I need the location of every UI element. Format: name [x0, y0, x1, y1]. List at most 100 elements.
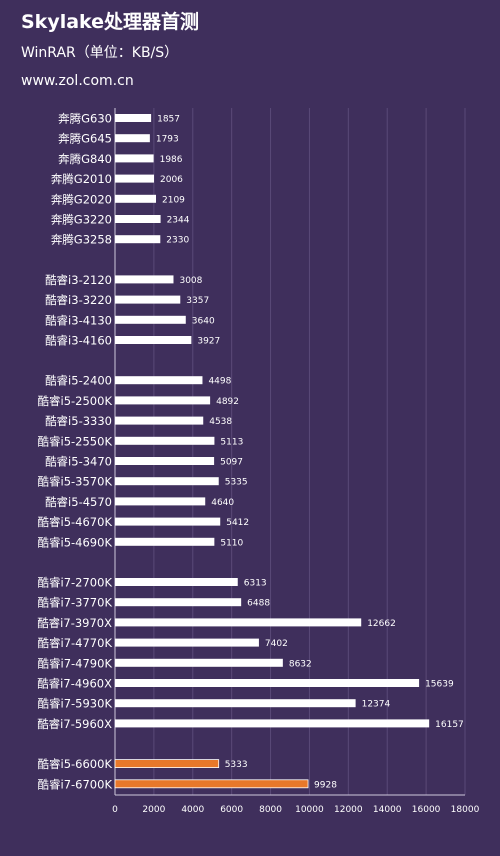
category-label: 酷睿i7-5960X: [37, 717, 112, 731]
bar: [115, 275, 174, 284]
bar: [115, 477, 219, 486]
bar: [115, 134, 150, 143]
value-label: 2006: [160, 175, 183, 185]
category-label: 酷睿i3-2120: [45, 273, 112, 287]
category-label: 奔腾G840: [58, 152, 112, 166]
bar: [115, 235, 161, 244]
chart-title: Skylake处理器首测: [21, 11, 200, 33]
category-label: 酷睿i7-3770K: [38, 596, 113, 610]
bar: [115, 679, 420, 687]
value-label: 8632: [289, 659, 312, 669]
value-label: 16157: [435, 720, 464, 730]
value-label: 2109: [162, 195, 185, 205]
bar: [115, 638, 259, 647]
x-tick-label: 0: [112, 805, 118, 815]
category-label: 奔腾G2020: [51, 192, 112, 206]
bar: [114, 779, 309, 789]
value-label: 12374: [362, 700, 391, 710]
value-label: 12662: [367, 619, 396, 629]
bar: [115, 699, 356, 708]
bar: [115, 598, 242, 607]
category-label: 酷睿i7-3970X: [37, 616, 112, 630]
value-label: 5097: [220, 458, 243, 468]
category-label: 酷睿i7-6700K: [38, 777, 113, 791]
category-label: 酷睿i5-2400: [45, 374, 112, 388]
category-label: 奔腾G2010: [51, 172, 112, 186]
bar: [115, 376, 203, 385]
category-label: 奔腾G645: [58, 132, 112, 146]
category-label: 奔腾G3258: [51, 233, 112, 247]
x-tick-label: 18000: [451, 805, 480, 815]
value-label: 15639: [425, 680, 454, 690]
bar: [115, 295, 181, 304]
bar: [115, 416, 204, 425]
x-tick-label: 2000: [142, 805, 165, 815]
value-label: 2344: [167, 216, 190, 226]
x-tick-label: 10000: [295, 805, 324, 815]
x-tick-label: 16000: [412, 805, 441, 815]
x-tick-label: 14000: [373, 805, 402, 815]
chart-subtitle: WinRAR（单位：KB/S）: [21, 45, 179, 61]
bar: [115, 537, 215, 546]
category-label: 酷睿i7-5930K: [38, 697, 113, 711]
category-label: 酷睿i7-4960X: [37, 677, 112, 691]
value-label: 5110: [220, 538, 243, 548]
value-label: 6313: [244, 579, 267, 589]
value-label: 1986: [160, 155, 183, 165]
bar: [115, 154, 154, 163]
category-label: 奔腾G630: [58, 112, 112, 126]
bar: [115, 719, 430, 728]
category-label: 酷睿i7-4770K: [38, 636, 113, 650]
value-label: 6488: [247, 599, 270, 609]
value-label: 5333: [225, 760, 248, 770]
value-label: 3008: [179, 276, 202, 286]
chart-header: Skylake处理器首测 WinRAR（单位：KB/S） www.zol.com…: [21, 10, 199, 90]
category-label: 酷睿i5-4570: [45, 495, 112, 509]
category-label: 酷睿i5-2500K: [38, 394, 113, 408]
bar: [115, 436, 215, 445]
value-label: 3357: [186, 296, 209, 306]
category-label: 酷睿i3-3220: [45, 293, 112, 307]
x-tick-label: 4000: [181, 805, 204, 815]
value-label: 5335: [225, 478, 248, 488]
value-label: 4640: [211, 498, 234, 508]
category-label: 酷睿i5-2550K: [38, 434, 113, 448]
bar: [115, 215, 161, 223]
bar: [115, 618, 362, 627]
bar: [115, 658, 283, 667]
value-label: 9928: [314, 780, 337, 790]
bar: [115, 315, 186, 324]
category-label: 酷睿i5-3570K: [38, 475, 113, 489]
value-label: 2330: [166, 236, 189, 246]
category-label: 酷睿i7-2700K: [38, 576, 113, 590]
value-label: 7402: [265, 639, 288, 649]
category-label: 酷睿i5-4690K: [38, 535, 113, 549]
value-label: 1793: [156, 135, 179, 145]
category-label: 酷睿i7-4790K: [38, 656, 113, 670]
bar: [115, 517, 221, 526]
bar: [115, 194, 157, 203]
value-label: 1857: [157, 115, 180, 125]
category-label: 酷睿i3-4130: [45, 313, 112, 327]
bar: [115, 457, 215, 465]
bar: [115, 396, 211, 405]
bar: [115, 578, 238, 586]
x-tick-label: 12000: [334, 805, 363, 815]
value-label: 5412: [226, 518, 249, 528]
bar: [115, 336, 192, 344]
value-label: 5113: [220, 437, 243, 447]
value-label: 4892: [216, 397, 239, 407]
bar: [115, 114, 152, 122]
category-label: 酷睿i5-4670K: [38, 515, 113, 529]
category-label: 酷睿i3-4160: [45, 334, 112, 348]
bar: [115, 174, 155, 183]
category-label: 奔腾G3220: [51, 213, 112, 227]
category-label: 酷睿i5-3330: [45, 414, 112, 428]
value-label: 3640: [192, 316, 215, 326]
x-tick-label: 8000: [259, 805, 282, 815]
bar: [115, 497, 206, 506]
source-url: www.zol.com.cn: [21, 73, 134, 89]
category-label: 酷睿i5-3470: [45, 455, 112, 469]
x-tick-label: 6000: [220, 805, 243, 815]
